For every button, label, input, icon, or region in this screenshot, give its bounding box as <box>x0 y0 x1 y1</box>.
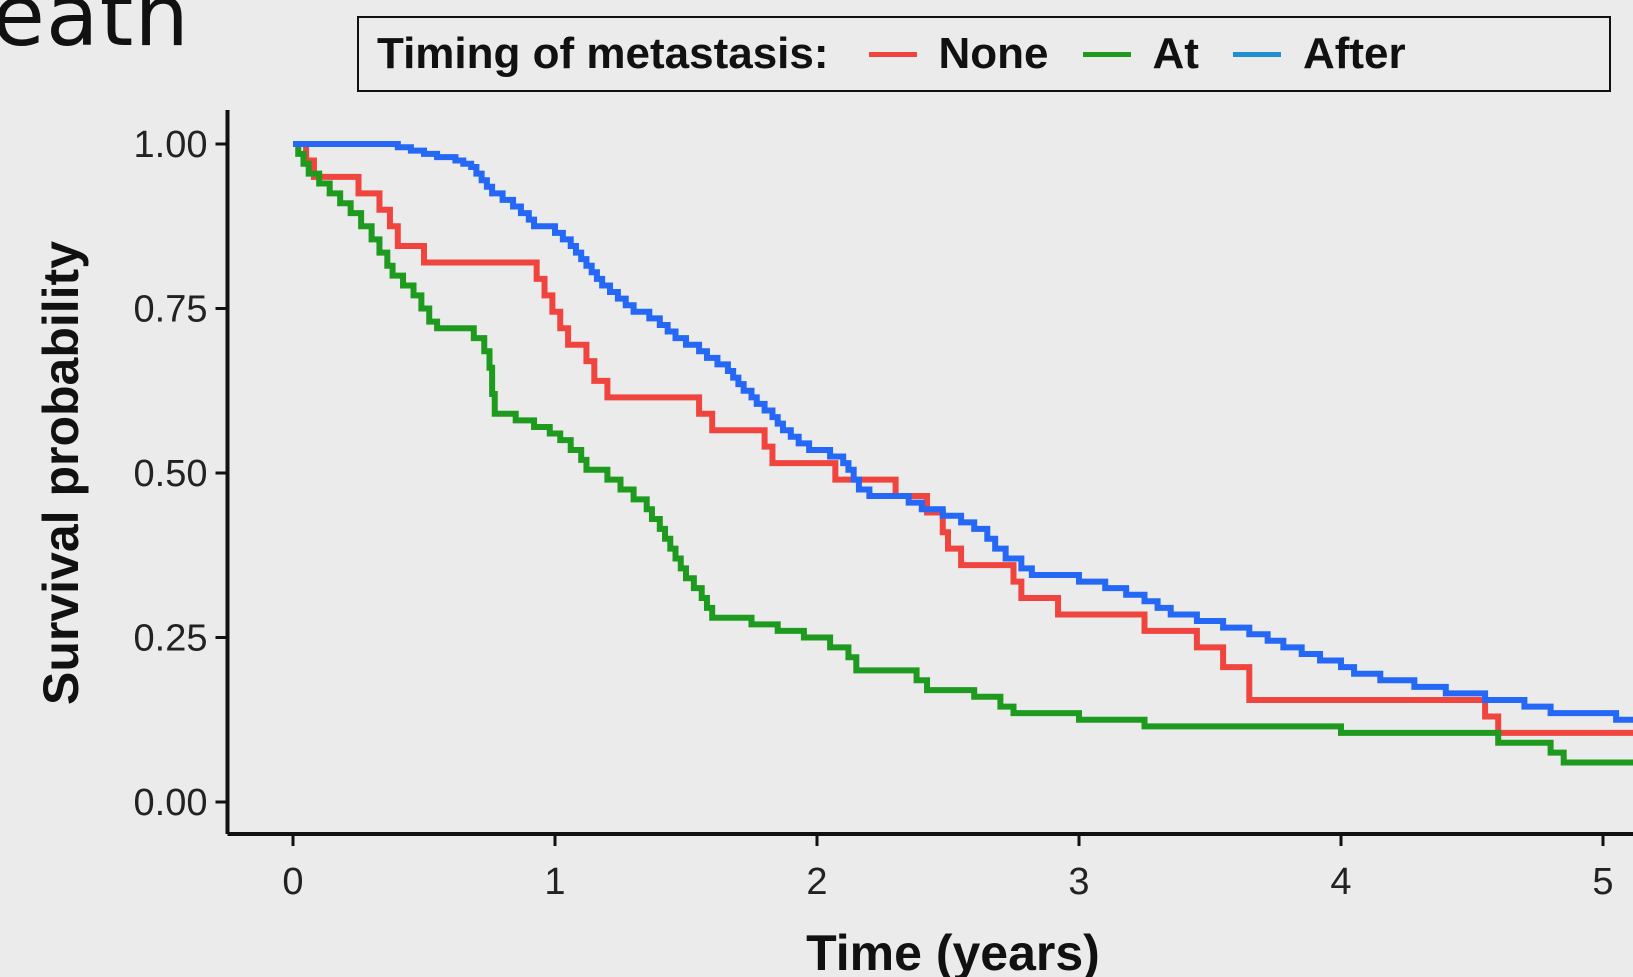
legend-item-none: None <box>868 29 1049 79</box>
axes: 0 1 2 3 4 5 0.00 0.25 0.50 0.75 1.00 <box>134 110 1633 903</box>
x-axis-title: Time (years) <box>806 925 1100 977</box>
x-tick-label: 2 <box>806 861 827 903</box>
legend-swatch-none <box>868 51 917 57</box>
y-tick-label: 0.50 <box>134 453 208 495</box>
y-tick-label: 1.00 <box>134 124 208 166</box>
x-tick-label: 1 <box>544 861 565 903</box>
x-tick-label: 4 <box>1330 861 1351 903</box>
y-ticks: 0.00 0.25 0.50 0.75 1.00 <box>134 124 228 824</box>
y-tick-label: 0.25 <box>134 618 208 660</box>
legend-item-at: At <box>1082 29 1199 79</box>
x-ticks: 0 1 2 3 4 5 <box>282 834 1614 903</box>
legend-swatch-at <box>1082 51 1131 57</box>
legend-label-after: After <box>1302 29 1406 78</box>
legend-swatch-after <box>1232 51 1281 57</box>
x-tick-label: 0 <box>282 861 303 903</box>
legend-item-after: After <box>1232 29 1406 79</box>
series-layer <box>293 141 1633 766</box>
legend-label-at: At <box>1152 29 1199 78</box>
legend-title: Timing of metastasis: <box>377 29 829 78</box>
legend-label-none: None <box>938 29 1049 78</box>
y-tick-label: 0.00 <box>134 782 208 824</box>
y-tick-label: 0.75 <box>134 289 208 331</box>
legend: Timing of metastasis: None At After <box>357 16 1611 92</box>
x-tick-label: 5 <box>1592 861 1613 903</box>
series-line-after <box>293 141 1633 723</box>
y-axis-title: Survival probability <box>33 241 89 705</box>
series-line-at <box>293 141 1633 766</box>
x-tick-label: 3 <box>1068 861 1089 903</box>
partial-title: eath <box>0 0 190 66</box>
series-line-none <box>293 141 1633 736</box>
